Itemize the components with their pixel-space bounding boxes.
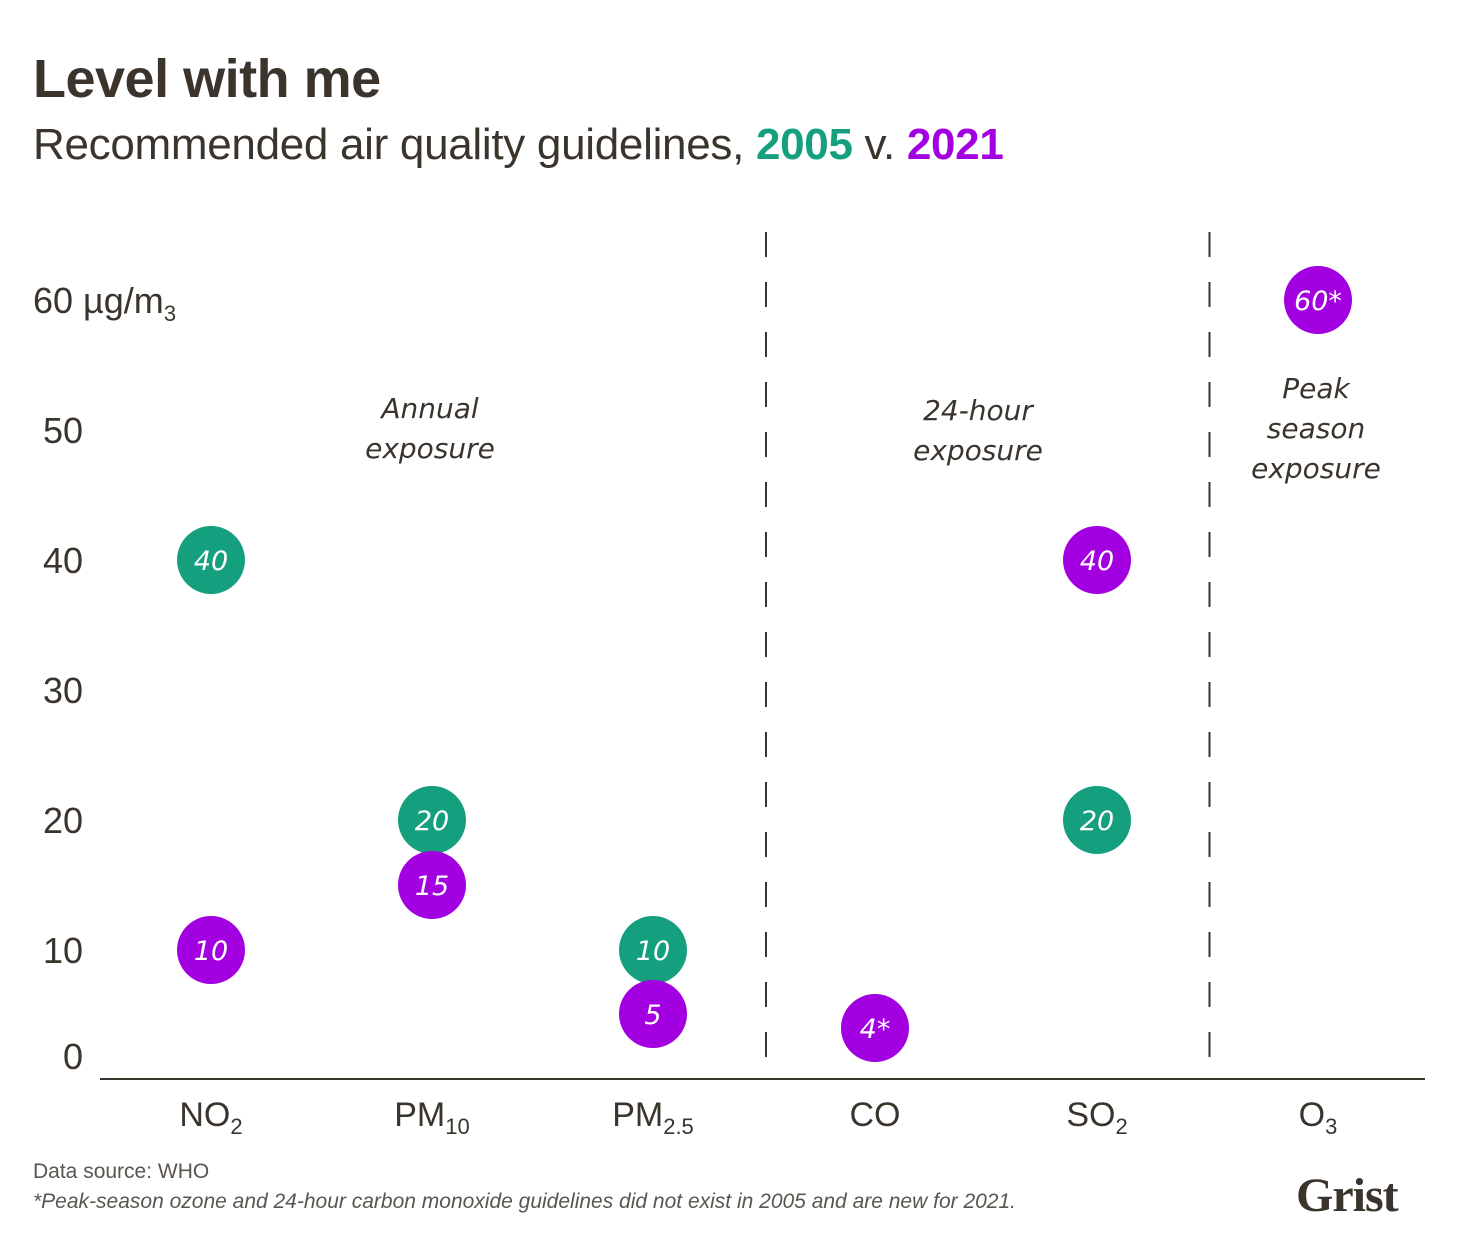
data-point-2021: 40: [1063, 526, 1131, 594]
data-point-circle: [398, 786, 466, 854]
chart-title: Level with me: [33, 49, 381, 109]
data-label: 4*: [860, 1014, 891, 1045]
data-label: 20: [1080, 806, 1114, 837]
region-label: exposure: [1251, 452, 1381, 485]
data-label: 10: [194, 936, 228, 967]
data-point-circle: [177, 526, 245, 594]
data-point-circle: [1063, 786, 1131, 854]
region-label: Annual: [379, 392, 479, 425]
subtitle-prefix: Recommended air quality guidelines,: [33, 120, 756, 169]
region-label: exposure: [913, 434, 1043, 467]
region-label: 24-hour: [923, 394, 1034, 427]
data-label: 40: [194, 546, 228, 577]
data-point-2021: 5: [619, 980, 687, 1048]
region-label: exposure: [365, 432, 495, 465]
y-tick-label: 40: [43, 540, 83, 581]
data-point-circle: [398, 851, 466, 919]
footnote: *Peak-season ozone and 24-hour carbon mo…: [33, 1190, 1017, 1213]
chart-subtitle: Recommended air quality guidelines, 2005…: [33, 120, 1004, 170]
data-label: 10: [636, 936, 670, 967]
x-tick-label: O3: [1299, 1096, 1338, 1139]
x-tick-label: SO2: [1066, 1096, 1127, 1139]
y-tick-label: 30: [43, 670, 83, 711]
x-tick-label: PM10: [394, 1096, 469, 1139]
data-label: 15: [415, 871, 449, 902]
x-tick-label: PM2.5: [612, 1096, 694, 1139]
data-point-2005: 40: [177, 526, 245, 594]
y-tick-label: 60 µg/m3: [33, 280, 176, 326]
data-point-circle: [1284, 266, 1352, 334]
subtitle-year-2021: 2021: [906, 120, 1004, 169]
region-label: Peak: [1282, 372, 1351, 405]
y-tick-label: 20: [43, 800, 83, 841]
data-point-2021: 60*: [1284, 266, 1352, 334]
data-point-2005: 20: [398, 786, 466, 854]
data-point-2005: 10: [619, 916, 687, 984]
data-point-circle: [619, 916, 687, 984]
data-point-2005: 20: [1063, 786, 1131, 854]
data-point-2021: 10: [177, 916, 245, 984]
data-point-circle: [1063, 526, 1131, 594]
data-point-circle: [841, 994, 909, 1062]
subtitle-year-2005: 2005: [755, 120, 853, 169]
data-label: 40: [1080, 546, 1114, 577]
y-tick-label: 50: [43, 410, 83, 451]
data-point-2021: 15: [398, 851, 466, 919]
grist-logo: Grist: [1296, 1169, 1399, 1222]
data-point-2021: 4*: [841, 994, 909, 1062]
data-source: Data source: WHO: [33, 1160, 210, 1183]
region-label: season: [1267, 412, 1365, 445]
data-point-circle: [177, 916, 245, 984]
data-label: 60*: [1294, 286, 1342, 317]
y-tick-label: 10: [43, 930, 83, 971]
subtitle-mid: v.: [852, 120, 907, 169]
data-label: 20: [415, 806, 449, 837]
y-tick-label: 0: [63, 1036, 83, 1077]
x-tick-label: CO: [850, 1096, 901, 1134]
x-tick-label: NO2: [179, 1096, 242, 1139]
data-label: 5: [644, 1000, 661, 1031]
data-point-circle: [619, 980, 687, 1048]
